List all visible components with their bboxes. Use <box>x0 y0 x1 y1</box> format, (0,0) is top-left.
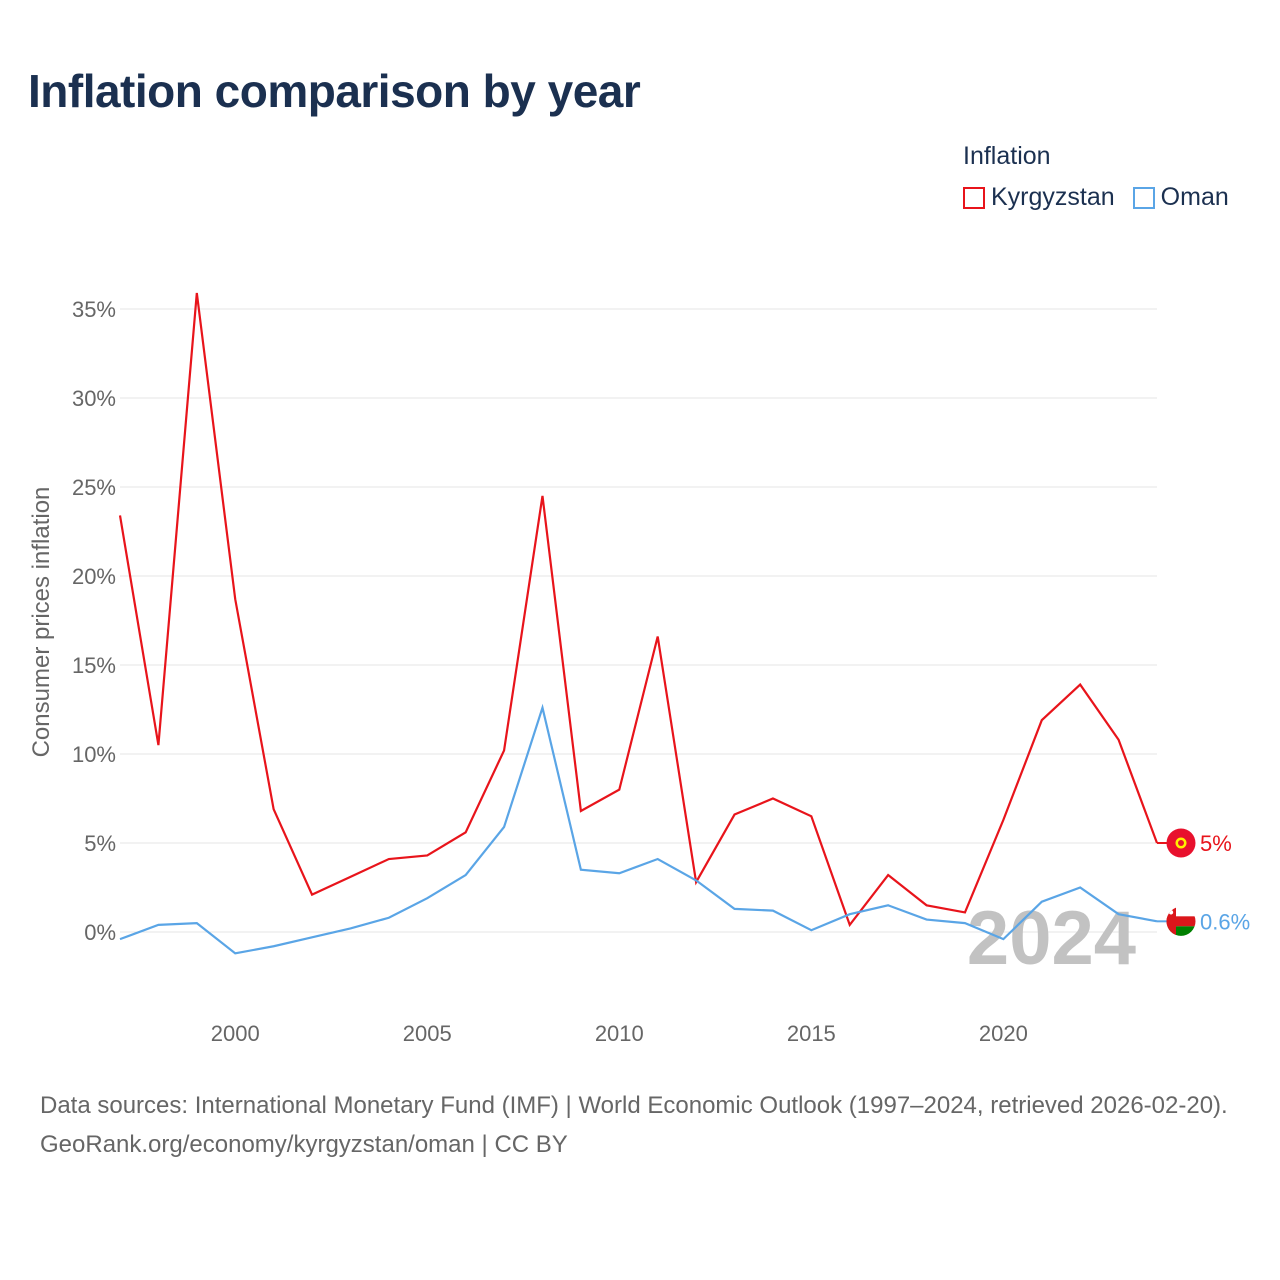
x-tick-label: 2015 <box>787 1021 836 1046</box>
y-tick-label: 25% <box>72 475 116 500</box>
legend-label-kyrgyzstan: Kyrgyzstan <box>991 183 1115 211</box>
chart-title: Inflation comparison by year <box>28 65 641 117</box>
legend-swatch-kyrgyzstan <box>963 186 985 209</box>
y-tick-label: 10% <box>72 742 116 767</box>
y-tick-label: 0% <box>84 920 116 945</box>
series-lines <box>118 292 1167 955</box>
y-tick-label: 15% <box>72 653 116 678</box>
footer: Data sources: International Monetary Fun… <box>40 1086 1250 1164</box>
credit-link[interactable]: GeoRank.org/economy/kyrgyzstan/oman | CC… <box>40 1131 568 1158</box>
kyrgyzstan-flag-icon <box>1166 828 1196 858</box>
data-sources: Data sources: International Monetary Fun… <box>40 1092 1228 1119</box>
x-tick-label: 2005 <box>403 1021 452 1046</box>
x-tick-label: 2000 <box>211 1021 260 1046</box>
legend-swatch-oman <box>1132 186 1155 209</box>
end-flags <box>1166 828 1196 936</box>
oman-flag-icon <box>1166 906 1196 936</box>
legend-item-oman[interactable]: Oman <box>1132 183 1229 212</box>
legend: Inflation Kyrgyzstan Oman <box>963 142 1229 212</box>
y-axis-ticks: 0% 5% 10% 15% 20% 25% 30% 35% <box>72 297 116 945</box>
x-axis-ticks: 2000 2005 2010 2015 2020 <box>211 1021 1028 1046</box>
series-line-oman[interactable] <box>119 703 1158 955</box>
end-label-oman: 0.6% <box>1200 909 1250 934</box>
end-labels: 5% 0.6% <box>1200 831 1250 934</box>
legend-title: Inflation <box>963 142 1051 170</box>
y-tick-label: 35% <box>72 297 116 322</box>
y-tick-label: 20% <box>72 564 116 589</box>
y-tick-label: 30% <box>72 386 116 411</box>
x-tick-label: 2020 <box>979 1021 1028 1046</box>
x-tick-label: 2010 <box>595 1021 644 1046</box>
legend-label-oman: Oman <box>1160 183 1229 211</box>
gridlines <box>120 308 1157 933</box>
current-year-watermark: 2024 <box>967 896 1136 981</box>
legend-item-kyrgyzstan[interactable]: Kyrgyzstan <box>963 183 1115 212</box>
end-label-kyrgyzstan: 5% <box>1200 831 1232 856</box>
series-line-kyrgyzstan[interactable] <box>118 292 1159 928</box>
y-tick-label: 5% <box>84 831 116 856</box>
